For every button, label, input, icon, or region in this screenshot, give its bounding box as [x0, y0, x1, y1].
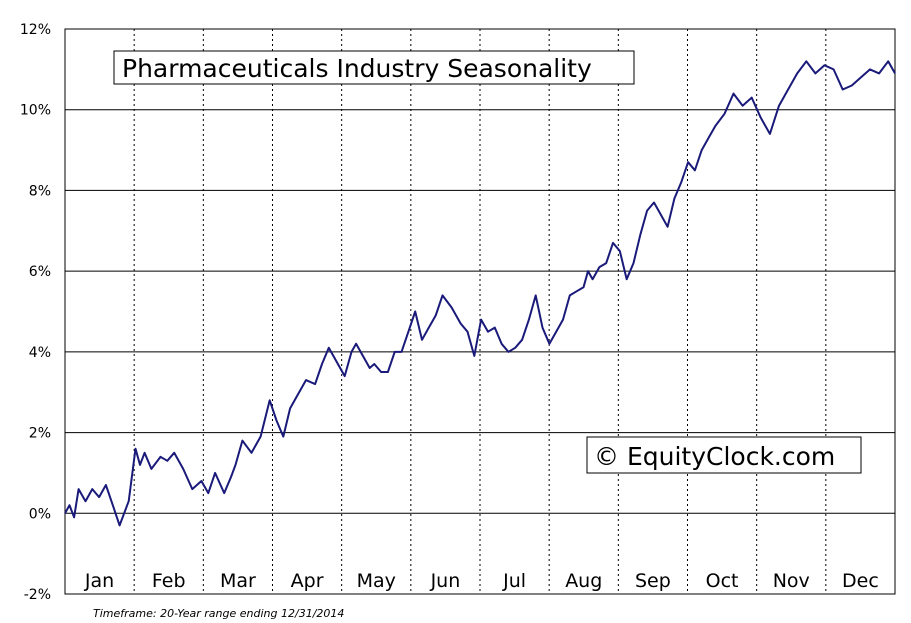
x-tick-label-feb: Feb — [152, 570, 186, 592]
watermark-frame — [586, 436, 862, 474]
chart-title-box: Pharmaceuticals Industry Seasonality — [113, 50, 635, 85]
x-tick-label-jul: Jul — [502, 570, 526, 592]
x-tick-label-sep: Sep — [635, 570, 671, 592]
x-tick-label-apr: Apr — [291, 570, 324, 592]
x-tick-label-may: May — [357, 570, 396, 592]
timeframe-footnote: Timeframe: 20-Year range ending 12/31/20… — [93, 607, 344, 620]
y-tick-label: 4% — [29, 345, 51, 361]
y-axis-ticks: 12% 10% 8% 6% 4% 2% 0% -2% — [20, 22, 51, 603]
x-tick-label-jun: Jun — [430, 570, 461, 592]
y-tick-label: 0% — [29, 506, 51, 522]
y-tick-label: 2% — [29, 426, 51, 442]
x-tick-label-nov: Nov — [773, 570, 810, 592]
x-tick-label-oct: Oct — [706, 570, 739, 592]
x-tick-label-mar: Mar — [220, 570, 256, 592]
y-tick-label: 8% — [29, 183, 51, 199]
y-tick-label: 6% — [29, 264, 51, 280]
watermark-box: © EquityClock.com — [586, 436, 862, 474]
chart-title-frame — [113, 50, 635, 85]
chart-title: Pharmaceuticals Industry Seasonality — [122, 54, 592, 83]
month-separators — [133, 29, 827, 594]
x-tick-label-aug: Aug — [565, 570, 602, 592]
y-tick-label: 12% — [20, 22, 51, 38]
seasonality-line — [64, 60, 896, 527]
x-tick-label-dec: Dec — [842, 570, 879, 592]
watermark: © EquityClock.com — [594, 442, 835, 471]
y-tick-label: -2% — [24, 587, 51, 603]
plot-frame — [64, 28, 896, 595]
y-tick-label: 10% — [20, 103, 51, 119]
x-tick-label-jan: Jan — [84, 570, 114, 592]
x-axis-month-labels: Jan Feb Mar Apr May Jun Jul Aug Sep Oct Nov Dec — [84, 570, 879, 592]
